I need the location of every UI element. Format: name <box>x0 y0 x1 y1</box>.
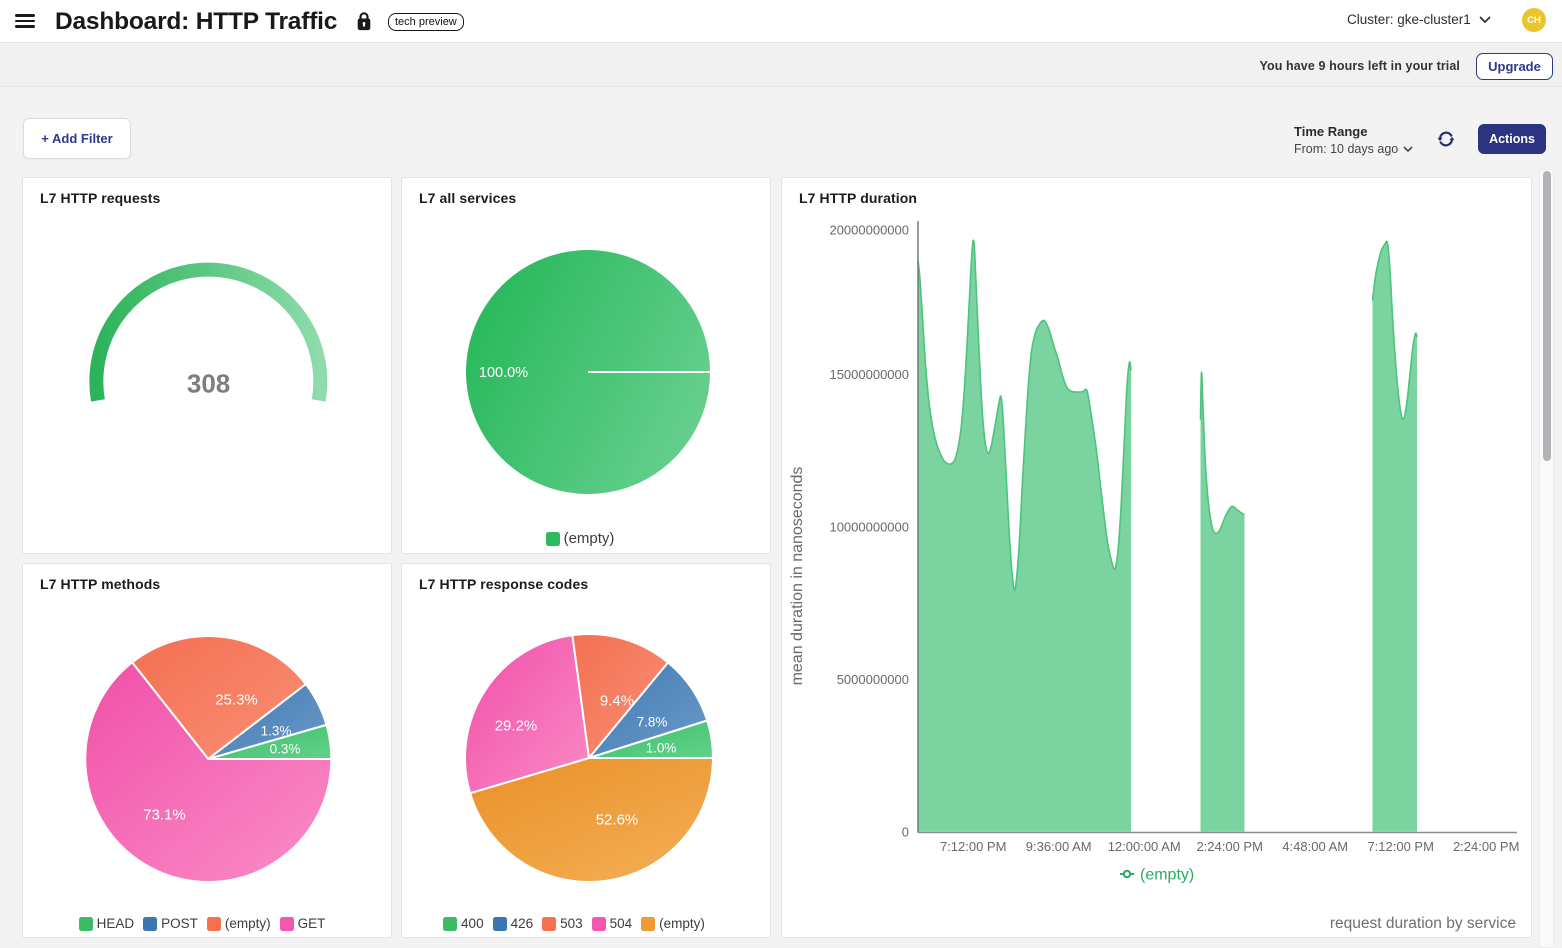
svg-text:29.2%: 29.2% <box>495 718 538 735</box>
svg-text:9.4%: 9.4% <box>600 693 634 710</box>
svg-text:4:48:00 AM: 4:48:00 AM <box>1282 839 1348 854</box>
svg-text:1.3%: 1.3% <box>261 724 292 739</box>
svg-text:7:12:00 PM: 7:12:00 PM <box>1367 839 1434 854</box>
svg-text:9:36:00 AM: 9:36:00 AM <box>1026 839 1092 854</box>
svg-text:25.3%: 25.3% <box>215 692 258 709</box>
svg-text:mean duration in nanoseconds: mean duration in nanoseconds <box>789 467 806 686</box>
svg-text:73.1%: 73.1% <box>143 807 186 824</box>
svg-text:request duration by service: request duration by service <box>1330 915 1516 932</box>
svg-text:10000000000: 10000000000 <box>829 519 909 534</box>
svg-text:12:00:00 AM: 12:00:00 AM <box>1108 839 1181 854</box>
svg-text:2:24:00 PM: 2:24:00 PM <box>1196 839 1263 854</box>
svg-text:20000000000: 20000000000 <box>829 223 909 238</box>
svg-text:0.3%: 0.3% <box>270 742 301 757</box>
svg-text:(empty): (empty) <box>1140 867 1194 884</box>
svg-text:2:24:00 PM: 2:24:00 PM <box>1453 839 1520 854</box>
svg-text:0: 0 <box>902 825 909 840</box>
svg-text:7.8%: 7.8% <box>637 715 668 730</box>
svg-text:100.0%: 100.0% <box>479 365 528 381</box>
svg-text:15000000000: 15000000000 <box>829 367 909 382</box>
svg-text:308: 308 <box>187 369 230 399</box>
svg-text:7:12:00 PM: 7:12:00 PM <box>940 839 1007 854</box>
svg-text:5000000000: 5000000000 <box>837 672 909 687</box>
svg-text:52.6%: 52.6% <box>596 812 639 829</box>
svg-text:1.0%: 1.0% <box>646 741 677 756</box>
